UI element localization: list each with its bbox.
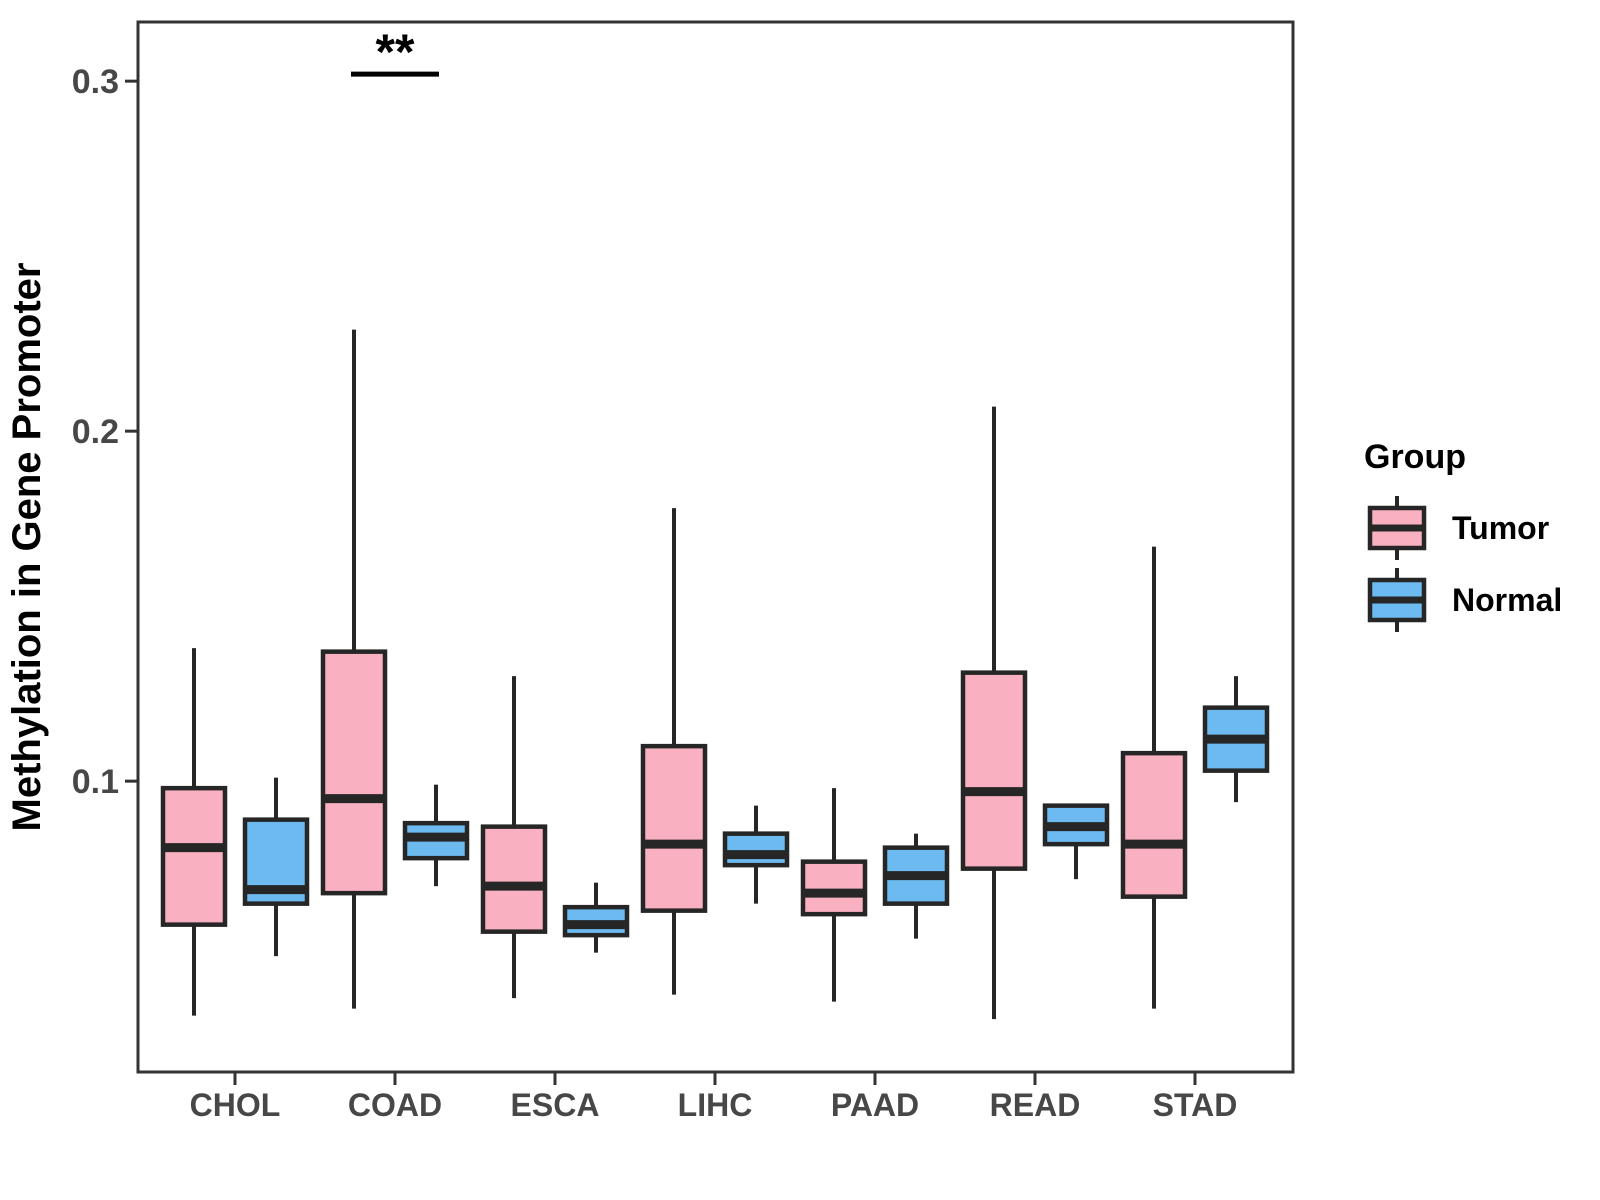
chart-panel <box>136 20 1295 1074</box>
tumor-read-box <box>960 670 1028 871</box>
legend: Group Tumor Normal <box>1340 438 1562 635</box>
x-tick-label-read: READ <box>990 1087 1081 1123</box>
tumor-chol-box <box>160 785 228 927</box>
y-tick-label: 0.2 <box>72 413 119 451</box>
y-axis-title: Methylation in Gene Promoter <box>5 263 49 832</box>
legend-item-tumor: Tumor <box>1340 493 1562 563</box>
tumor-esca-box <box>480 824 548 934</box>
tumor-lihc-box <box>640 743 708 913</box>
legend-label-tumor: Tumor <box>1452 509 1550 546</box>
tumor-paad-box <box>800 859 868 917</box>
plot-area: 0.1 0.2 0.3 CHOL COAD ESCA LIHC PAAD READ STAD ** <box>72 24 1270 1123</box>
legend-title: Group <box>1364 438 1466 476</box>
boxplot-glyph-icon <box>1367 568 1427 632</box>
legend-item-normal: Normal <box>1340 565 1562 635</box>
boxplot-glyph-icon <box>1367 496 1427 560</box>
x-tick-label-chol: CHOL <box>190 1087 281 1123</box>
x-tick-label-lihc: LIHC <box>678 1087 753 1123</box>
tumor-coad-box <box>320 649 388 896</box>
legend-label-normal: Normal <box>1452 581 1563 618</box>
y-tick-label: 0.1 <box>72 763 119 801</box>
x-tick-label-coad: COAD <box>348 1087 442 1123</box>
tumor-stad-box <box>1120 750 1188 899</box>
x-tick-label-stad: STAD <box>1153 1087 1238 1123</box>
legend-items: Tumor Normal <box>1340 493 1562 635</box>
x-tick-label-paad: PAAD <box>831 1087 919 1123</box>
significance-label: ** <box>376 24 415 80</box>
y-tick-label: 0.3 <box>72 63 119 101</box>
normal-lihc-box <box>722 831 790 868</box>
x-tick-label-esca: ESCA <box>511 1087 600 1123</box>
